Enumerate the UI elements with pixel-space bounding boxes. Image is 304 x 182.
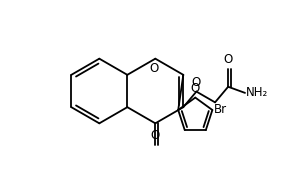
Text: O: O [150, 62, 159, 75]
Text: O: O [223, 53, 233, 66]
Text: O: O [192, 76, 201, 89]
Text: NH₂: NH₂ [246, 86, 268, 99]
Text: Br: Br [214, 103, 227, 116]
Text: O: O [151, 129, 160, 142]
Text: O: O [191, 82, 200, 95]
